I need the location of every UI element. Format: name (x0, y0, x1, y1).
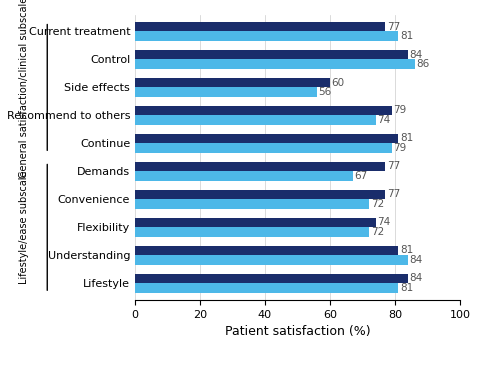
Text: 74: 74 (377, 217, 390, 227)
X-axis label: Patient satisfaction (%): Patient satisfaction (%) (224, 325, 370, 339)
Text: 84: 84 (410, 273, 423, 283)
Bar (135, 199, 369, 209)
Bar (135, 87, 317, 97)
Bar (135, 22, 385, 31)
Text: 77: 77 (387, 190, 400, 199)
Bar (135, 255, 408, 265)
Bar (135, 161, 385, 171)
Text: 81: 81 (400, 283, 413, 293)
Text: 84: 84 (410, 255, 423, 265)
Text: 79: 79 (394, 105, 406, 116)
Bar (135, 227, 369, 237)
Bar (135, 283, 398, 293)
Text: 77: 77 (387, 22, 400, 31)
Bar (135, 115, 376, 125)
Bar (135, 78, 330, 87)
Bar (135, 50, 408, 59)
Text: 79: 79 (394, 143, 406, 153)
Text: 74: 74 (377, 115, 390, 125)
Text: 56: 56 (318, 87, 332, 97)
Text: 81: 81 (400, 31, 413, 41)
Bar (135, 217, 376, 227)
Bar (135, 143, 392, 153)
Text: 77: 77 (387, 161, 400, 172)
Text: 81: 81 (400, 134, 413, 143)
Text: 60: 60 (332, 78, 345, 87)
Text: 86: 86 (416, 59, 430, 69)
Bar (135, 273, 408, 283)
Text: 67: 67 (354, 171, 368, 181)
Bar (135, 190, 385, 199)
Bar (135, 106, 392, 115)
Bar (135, 31, 398, 41)
Text: 81: 81 (400, 246, 413, 255)
Text: 72: 72 (370, 227, 384, 237)
Bar (135, 171, 353, 181)
Bar (135, 134, 398, 143)
Text: 72: 72 (370, 199, 384, 209)
Bar (135, 59, 414, 69)
Text: 84: 84 (410, 49, 423, 60)
Bar (135, 246, 398, 255)
Text: General satisfaction/clinical subscale: General satisfaction/clinical subscale (20, 0, 30, 178)
Text: Lifestyle/ease subscale: Lifestyle/ease subscale (20, 171, 30, 284)
